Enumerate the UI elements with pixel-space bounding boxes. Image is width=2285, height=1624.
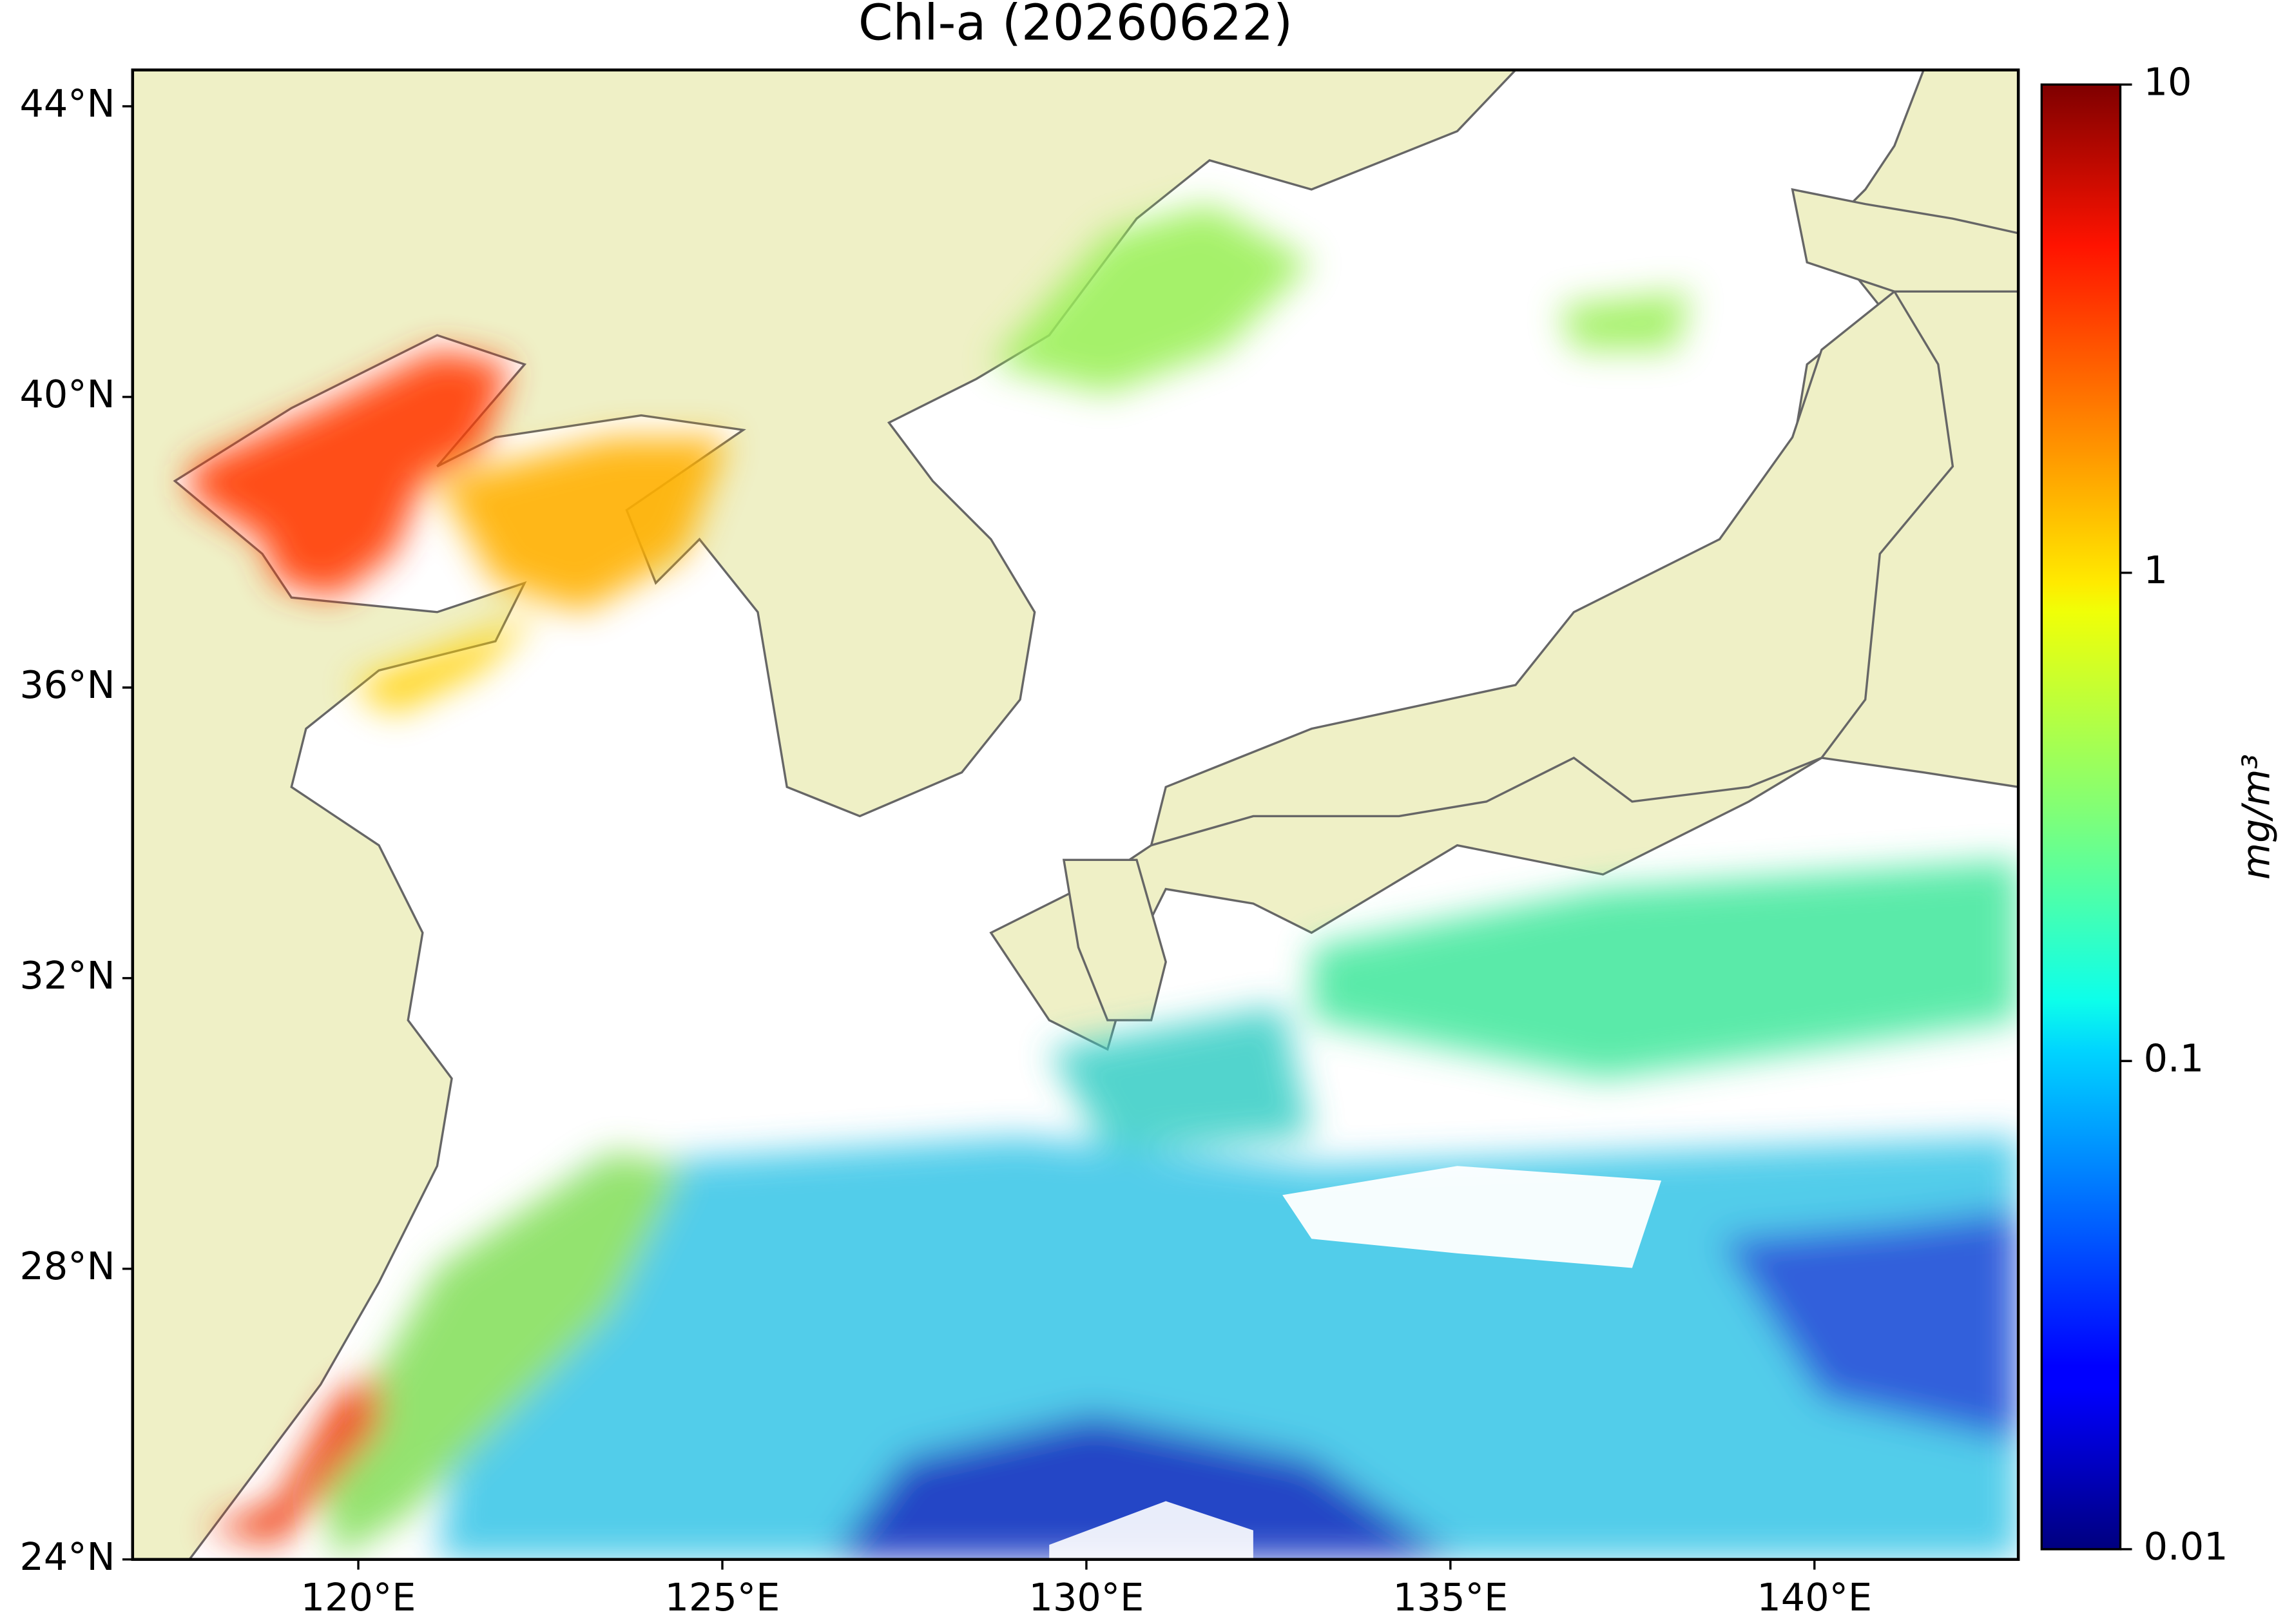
- colorbar-label: mg/m³: [2233, 754, 2278, 880]
- x-tick-label: 135°E: [1393, 1575, 1508, 1619]
- y-tick-label: 36°N: [19, 662, 115, 707]
- map-frame: [131, 68, 2020, 1561]
- colorbar: [2040, 83, 2122, 1551]
- x-tick-label: 130°E: [1029, 1575, 1144, 1619]
- y-tick-label: 32°N: [19, 953, 115, 998]
- x-tick-label: 120°E: [301, 1575, 416, 1619]
- colorbar-tick-label: 10: [2144, 59, 2192, 104]
- y-tick-label: 28°N: [19, 1244, 115, 1288]
- colorbar-tick-label: 0.1: [2144, 1036, 2204, 1080]
- x-tick-label: 125°E: [665, 1575, 780, 1619]
- y-tick-label: 44°N: [19, 81, 115, 126]
- chart-title: Chl-a (20260622): [858, 0, 1293, 52]
- colorbar-tick-label: 0.01: [2144, 1524, 2228, 1569]
- y-tick-label: 24°N: [19, 1534, 115, 1579]
- x-tick-label: 140°E: [1757, 1575, 1872, 1619]
- colorbar-tick-label: 1: [2144, 548, 2168, 592]
- y-tick-label: 40°N: [19, 372, 115, 416]
- map-image: [132, 70, 2019, 1560]
